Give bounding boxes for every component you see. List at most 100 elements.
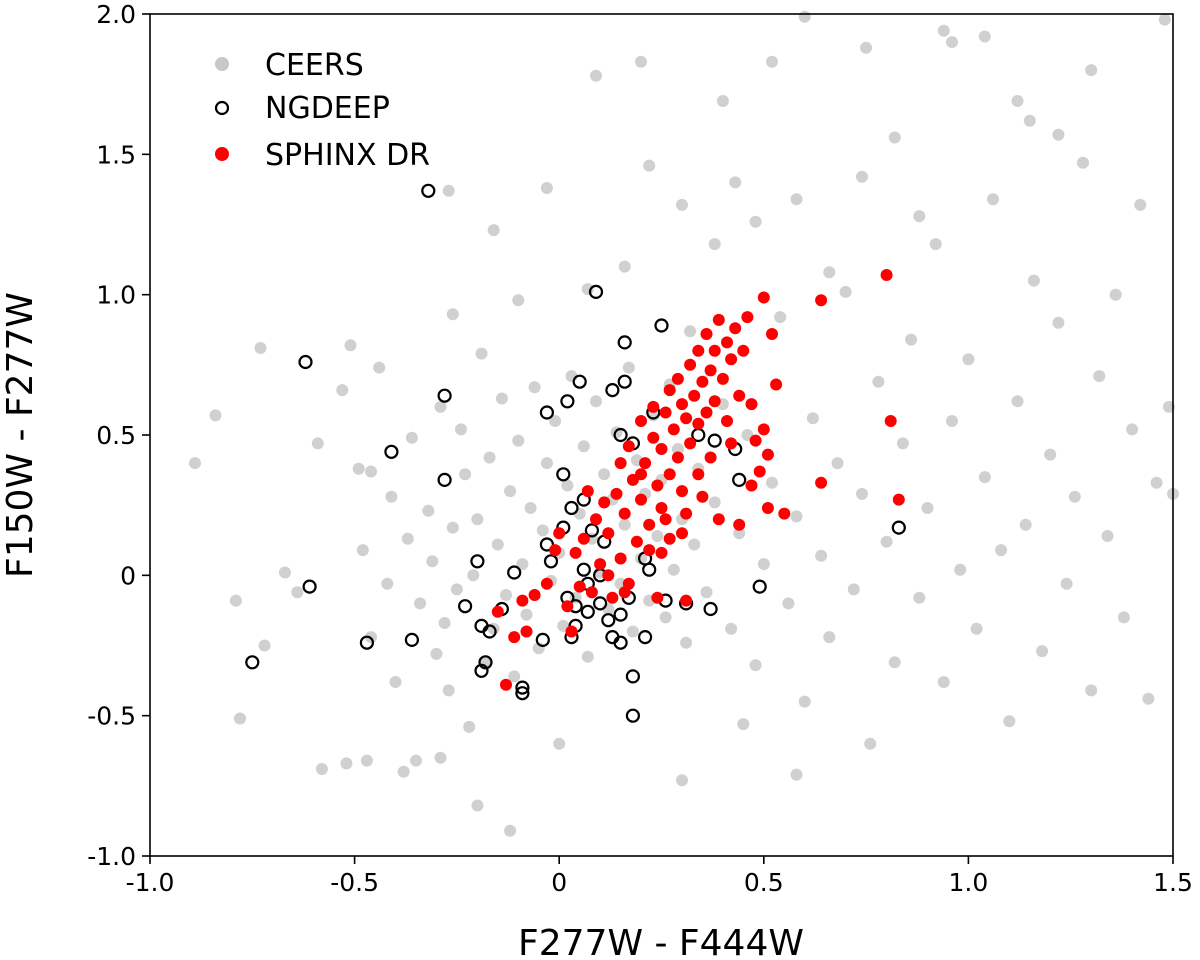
point-ceers [430, 647, 443, 660]
point-sphinx-dr [602, 569, 615, 582]
point-ceers [1085, 684, 1098, 697]
point-ceers [1134, 198, 1147, 211]
point-sphinx-dr [680, 594, 693, 607]
point-ceers [1052, 316, 1065, 329]
point-ngdeep [507, 565, 522, 580]
point-ngdeep [642, 562, 657, 577]
point-sphinx-dr [647, 431, 660, 444]
point-sphinx-dr [745, 479, 758, 492]
point-ngdeep [572, 374, 587, 389]
point-ceers [888, 131, 901, 144]
point-ceers [856, 170, 868, 183]
point-sphinx-dr [676, 527, 688, 540]
point-ceers [344, 339, 357, 352]
point-ngdeep [625, 669, 641, 684]
point-sphinx-dr [581, 485, 594, 498]
point-ceers [487, 224, 500, 237]
point-ceers [1003, 715, 1016, 728]
point-ceers [790, 193, 803, 206]
point-ceers [700, 586, 713, 599]
point-sphinx-dr [618, 507, 631, 520]
point-ngdeep [703, 601, 718, 617]
point-sphinx-dr [655, 502, 668, 514]
point-sphinx-dr [704, 364, 717, 377]
point-ceers [410, 754, 422, 767]
point-ngdeep [384, 444, 399, 459]
point-ceers [426, 555, 439, 568]
point-ceers [729, 176, 742, 189]
point-ceers [446, 308, 459, 321]
point-sphinx-dr [676, 485, 688, 498]
point-ceers [1117, 611, 1130, 624]
x-tick-label: -0.5 [330, 868, 379, 897]
point-ceers [1150, 476, 1163, 489]
point-sphinx-dr [602, 527, 615, 540]
point-sphinx-dr [667, 423, 680, 436]
x-tick-label: 0 [551, 868, 567, 897]
point-ceers [708, 238, 721, 251]
point-ceers [954, 563, 967, 576]
point-ceers [577, 440, 590, 453]
point-ceers [929, 238, 942, 251]
point-ceers [512, 294, 525, 307]
point-ceers [1077, 156, 1089, 169]
y-axis-label: F150W - F277W [0, 292, 41, 578]
point-sphinx-dr [696, 490, 709, 503]
point-ceers [504, 824, 517, 837]
y-tick-label: 1.5 [96, 140, 136, 169]
point-sphinx-dr [708, 344, 721, 357]
point-ceers [766, 55, 778, 68]
point-sphinx-dr [680, 507, 693, 520]
point-sphinx-dr [733, 518, 746, 531]
point-ceers [508, 670, 521, 683]
point-ceers [790, 510, 803, 523]
point-sphinx-dr [733, 389, 746, 402]
point-ngdeep [617, 335, 632, 350]
y-tick-label: -0.5 [87, 702, 136, 731]
point-sphinx-dr [630, 535, 643, 548]
point-ceers [1068, 490, 1081, 503]
x-tick-label: 1.5 [1153, 868, 1193, 897]
point-ceers [483, 451, 496, 464]
point-ngdeep [539, 537, 555, 552]
point-ceers [896, 437, 909, 450]
point-ngdeep [654, 318, 669, 333]
point-ceers [524, 502, 537, 514]
point-ceers [688, 538, 701, 551]
point-ceers [806, 412, 819, 425]
point-ceers [635, 552, 647, 565]
point-sphinx-dr [565, 625, 578, 638]
point-sphinx-dr [892, 493, 905, 506]
point-sphinx-dr [766, 328, 778, 340]
point-ceers [463, 720, 476, 733]
point-sphinx-dr [647, 400, 660, 413]
point-ceers [831, 457, 844, 470]
point-sphinx-dr [692, 344, 705, 357]
point-ceers [987, 193, 999, 206]
point-sphinx-dr [655, 443, 668, 455]
point-sphinx-dr [712, 513, 725, 526]
point-ngdeep [580, 604, 595, 619]
point-sphinx-dr [737, 344, 750, 357]
point-ceers [549, 415, 562, 427]
points-layer [189, 10, 1179, 837]
point-ceers [475, 347, 488, 360]
point-sphinx-dr [585, 586, 598, 599]
point-ceers [937, 676, 950, 688]
legend-label-sphinx-dr: SPHINX DR [265, 138, 430, 173]
point-ceers [385, 490, 398, 503]
point-ceers [708, 496, 721, 509]
point-sphinx-dr [721, 336, 733, 349]
point-ceers [553, 737, 566, 750]
point-ngdeep [617, 374, 632, 389]
point-ceers [1036, 645, 1049, 658]
point-ngdeep [359, 635, 374, 650]
point-ceers [1060, 577, 1073, 590]
point-sphinx-dr [815, 294, 828, 307]
point-ceers [471, 513, 484, 526]
point-ngdeep [637, 629, 653, 645]
point-ceers [757, 558, 770, 571]
point-ceers [405, 431, 418, 444]
point-ceers [921, 502, 934, 514]
point-ceers [847, 583, 860, 596]
